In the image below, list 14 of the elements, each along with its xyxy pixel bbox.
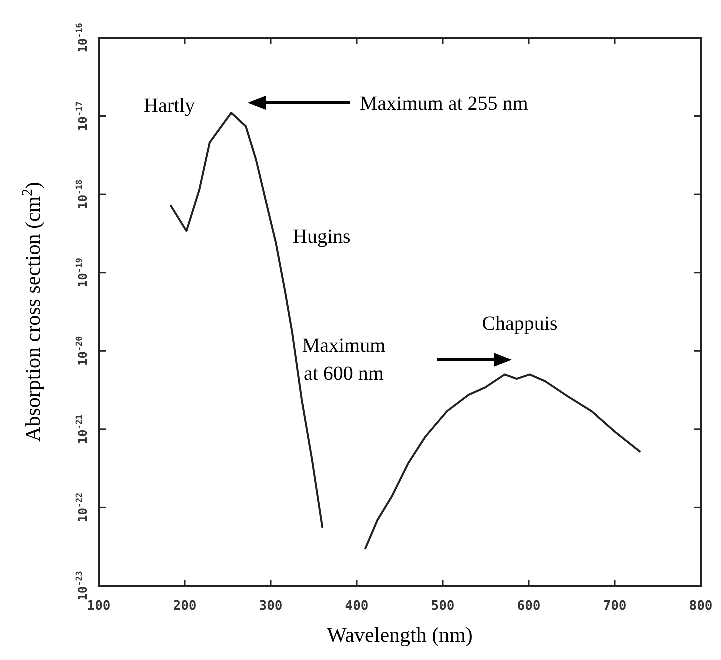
annotation: Hartly	[144, 95, 196, 117]
x-tick-label: 500	[431, 599, 455, 614]
annotation: Chappuis	[482, 313, 558, 335]
x-tick-label: 100	[87, 599, 111, 614]
x-tick-label: 200	[173, 599, 197, 614]
x-axis-title: Wavelength (nm)	[327, 623, 473, 647]
x-tick-label: 400	[345, 599, 369, 614]
x-tick-label: 800	[689, 599, 713, 614]
x-tick-label: 300	[259, 599, 283, 614]
x-tick-label: 700	[603, 599, 627, 614]
annotation: Maximum at 255 nm	[360, 93, 529, 115]
x-tick-label: 600	[517, 599, 541, 614]
annotation: Maximum at 600 nm	[302, 335, 386, 385]
annotation: Hugins	[293, 226, 351, 248]
